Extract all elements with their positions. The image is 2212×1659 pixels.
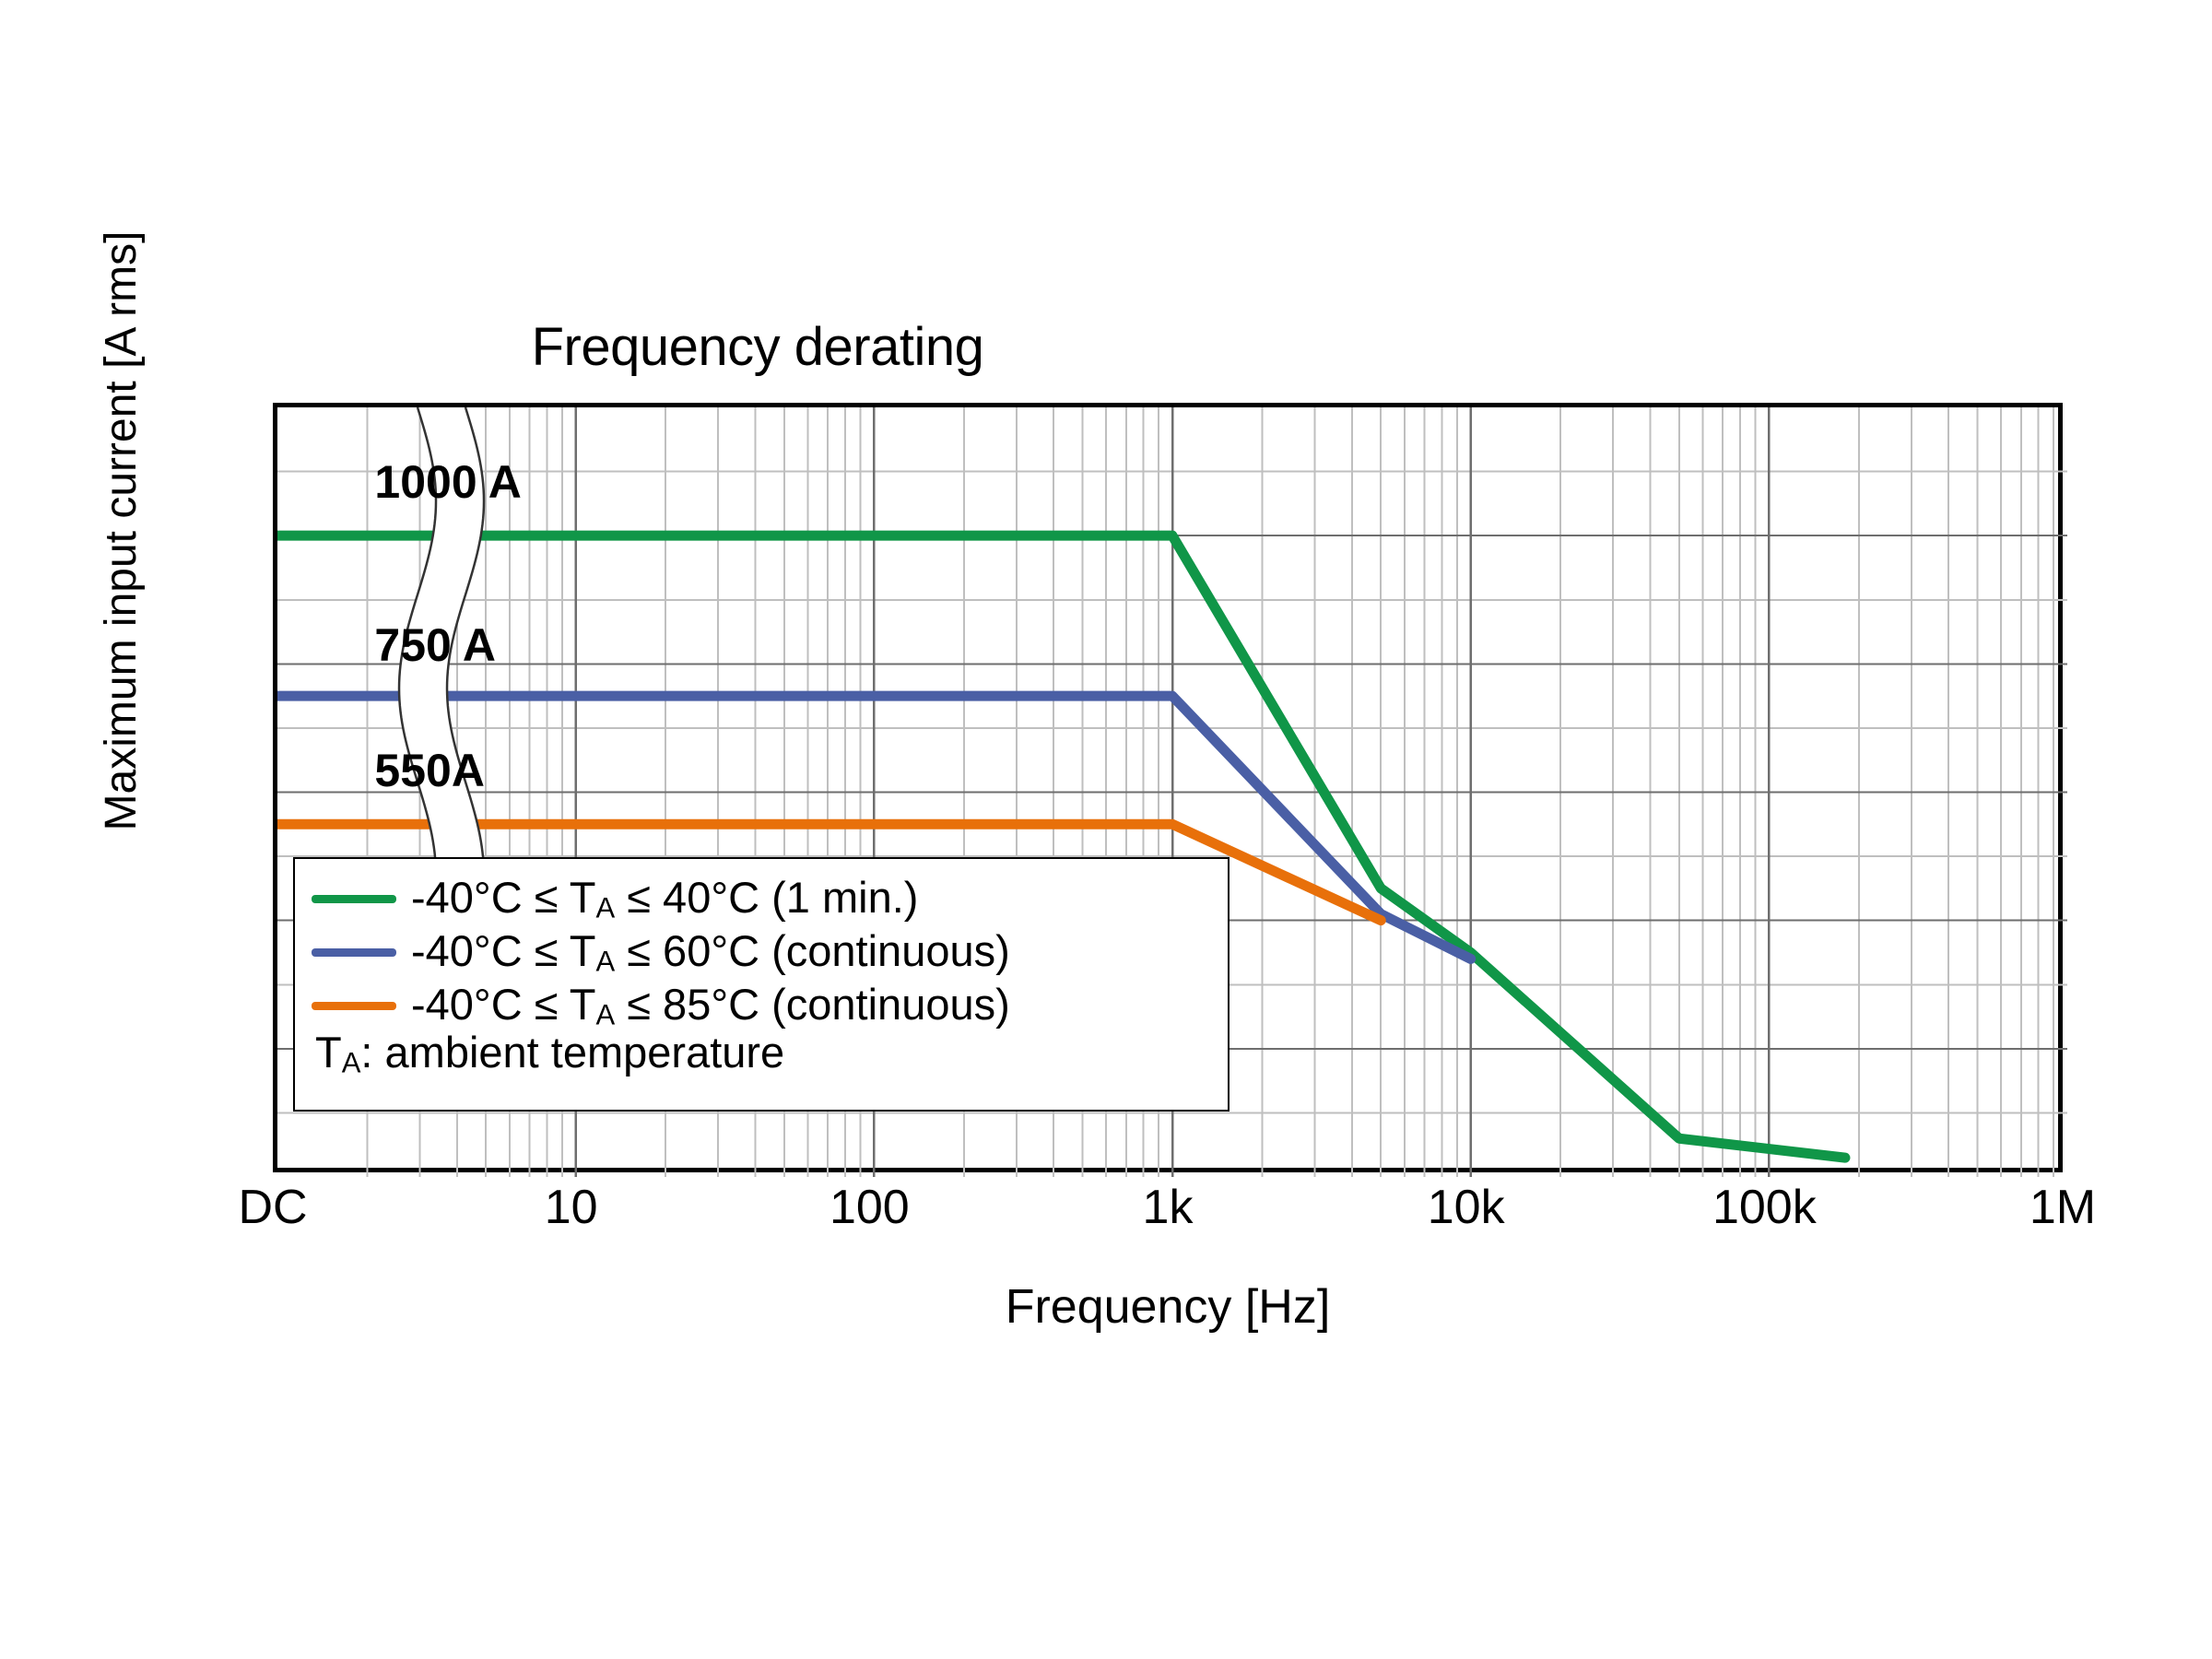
y-axis-label: Maximum input current [A rms] xyxy=(97,230,146,831)
axis-break-squiggle xyxy=(397,407,486,877)
x-tick-label: 1k xyxy=(1142,1181,1194,1234)
x-axis-label: Frequency [Hz] xyxy=(1005,1280,1331,1334)
x-tick-label: 100k xyxy=(1712,1181,1817,1234)
legend-label-1: -40°C ≤ TA ≤ 40°C (1 min.) xyxy=(411,872,919,924)
x-tick-label: DC xyxy=(238,1181,308,1234)
legend-swatch-orange xyxy=(312,1001,396,1010)
x-tick-label: 10k xyxy=(1427,1181,1505,1234)
legend-footnote: TA: ambient temperature xyxy=(315,1028,785,1079)
data-series-layer xyxy=(277,530,1851,1163)
legend-swatch-green xyxy=(312,894,396,903)
legend-label-3: -40°C ≤ TA ≤ 85°C (continuous) xyxy=(411,979,1010,1031)
axis-break-mask xyxy=(399,407,485,876)
series-line-2 xyxy=(277,690,1477,964)
legend-label-2: -40°C ≤ TA ≤ 60°C (continuous) xyxy=(411,925,1010,978)
legend-item-2: -40°C ≤ TA ≤ 60°C (continuous) xyxy=(295,925,1228,979)
x-tick-label: 1M xyxy=(2029,1181,2097,1234)
axis-break-curve-1 xyxy=(397,407,438,877)
series-line-3 xyxy=(277,818,1386,926)
annotation-label: 750 A xyxy=(374,619,496,672)
x-tick-label: 10 xyxy=(544,1181,598,1234)
series-line-1 xyxy=(277,530,1851,1163)
axis-break-curve-2 xyxy=(445,407,486,877)
chart-title: Frequency derating xyxy=(0,321,2212,374)
annotation-label: 550A xyxy=(374,745,485,797)
legend-item-3: -40°C ≤ TA ≤ 85°C (continuous) xyxy=(295,979,1228,1032)
x-tick-label: 100 xyxy=(829,1181,910,1234)
legend-item-1: -40°C ≤ TA ≤ 40°C (1 min.) xyxy=(295,872,1228,925)
chart-title-text: Frequency derating xyxy=(531,317,984,377)
chart-legend: -40°C ≤ TA ≤ 40°C (1 min.) -40°C ≤ TA ≤ … xyxy=(293,857,1230,1112)
legend-swatch-blue xyxy=(312,947,396,957)
annotation-label: 1000 A xyxy=(374,455,522,508)
